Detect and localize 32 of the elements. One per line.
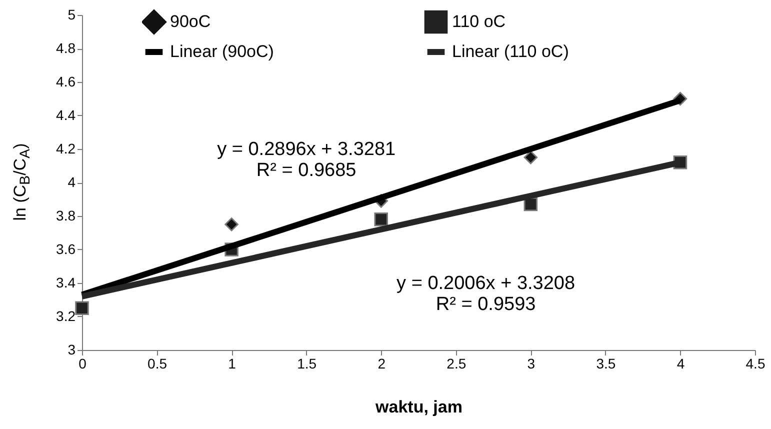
y-tick-label: 3.4 [56,274,76,290]
x-tick-label: 4.5 [746,356,766,372]
y-tick-label: 3.6 [56,241,76,257]
x-tick-label: 1 [228,356,236,372]
x-tick-label: 0 [78,356,87,372]
y-tick-label: 4.4 [56,107,76,123]
point [524,150,538,164]
x-tick-label: 3 [527,356,536,372]
annotation: y = 0.2006x + 3.3208 R² = 0.9593 [396,273,576,315]
y-tick-label: 3.8 [56,208,76,224]
x-tick-label: 3.5 [596,356,616,372]
legend-label: Linear (90oC) [170,42,274,61]
x-tick-label: 1.5 [297,356,317,372]
y-tick-label: 5 [68,6,76,22]
legend-label: 90oC [170,12,211,31]
point [374,212,388,226]
point [224,218,238,232]
x-tick-label: 0.5 [148,356,168,372]
x-tick-label: 2.5 [446,356,466,372]
y-tick-label: 4.8 [56,40,76,56]
x-tick-label: 4 [676,356,685,372]
x-axis-title: waktu, jam [374,398,462,416]
y-tick-label: 3.2 [56,308,76,324]
annotation: y = 0.2896x + 3.3281 R² = 0.9685 [217,139,396,181]
point [75,301,89,315]
legend-label: 110 oC [452,12,506,31]
y-tick-label: 3 [68,342,76,358]
y-tick-label: 4.6 [56,74,76,90]
legend-label: Linear (110 oC) [452,42,569,61]
y-tick-label: 4 [68,174,76,190]
x-tick-label: 2 [378,356,386,372]
y-tick-label: 4.2 [56,140,76,156]
